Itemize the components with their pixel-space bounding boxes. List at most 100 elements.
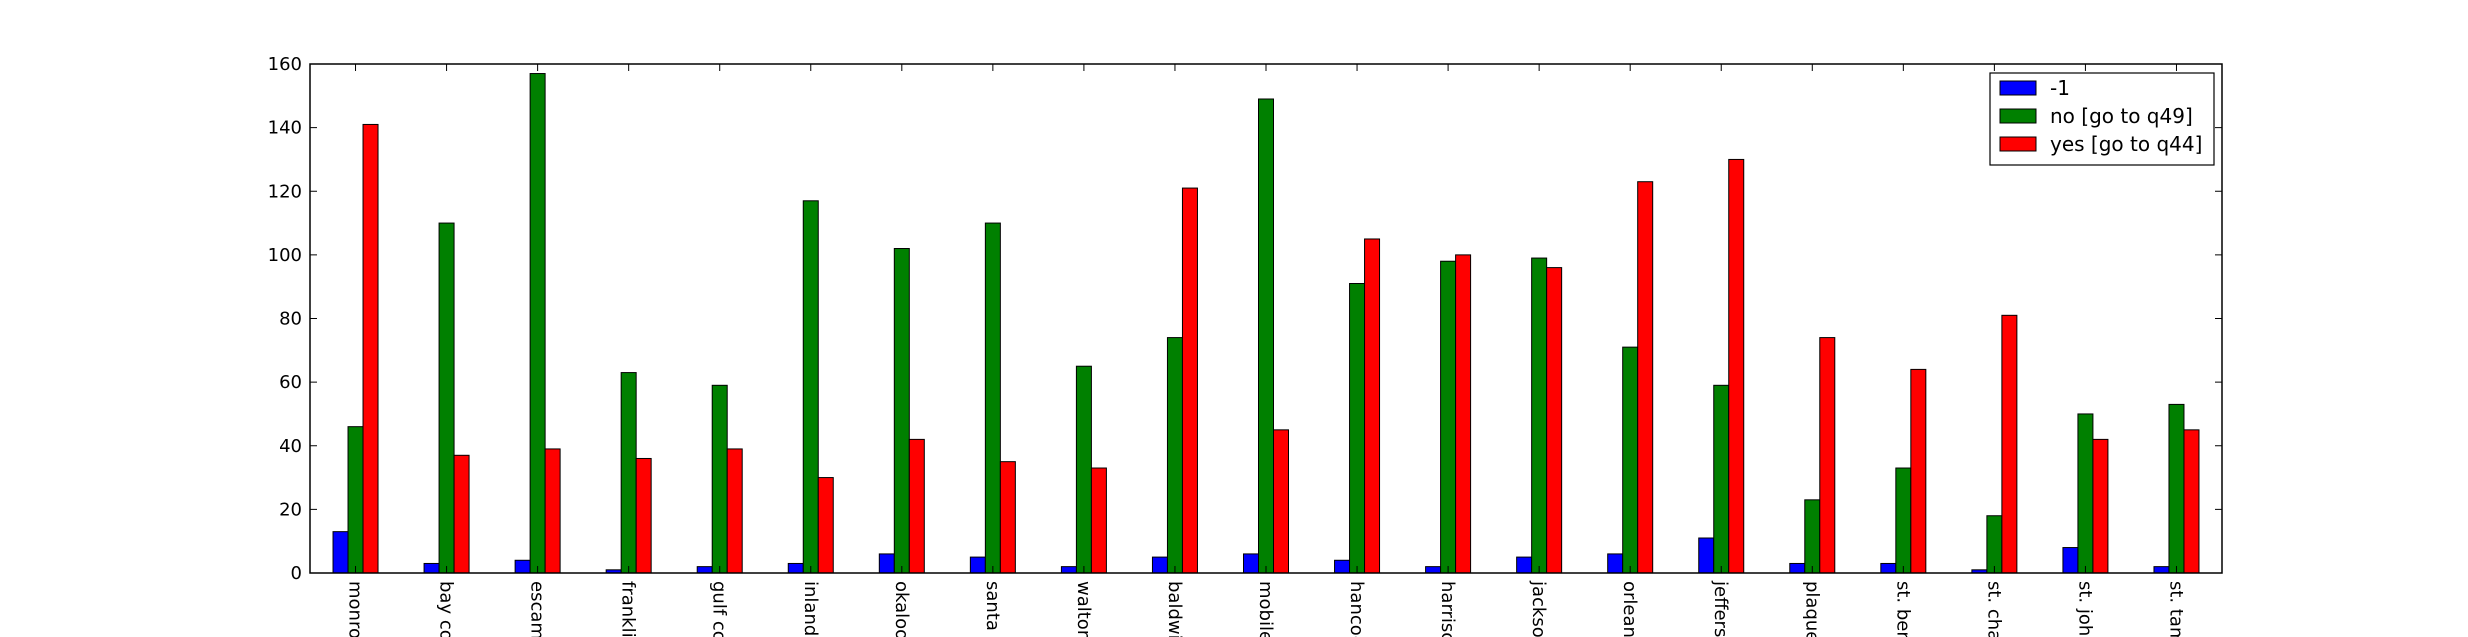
legend: -1 no [go to q49] yes [go to q44] [1989, 72, 2215, 166]
bar-escaml-series-1 [529, 73, 546, 574]
x-tick-label: okaloo [891, 581, 912, 637]
bar-escaml-series-2 [544, 448, 561, 574]
bar-santa-r-series-1 [984, 222, 1001, 574]
y-tick-label: 60 [279, 372, 302, 393]
x-tick-label: st. john [2074, 581, 2095, 637]
bar-franklin-series-1 [620, 372, 637, 574]
bar-monroe-series-1 [347, 426, 364, 574]
bars-layer [332, 73, 2200, 574]
legend-swatch [1999, 136, 2037, 152]
bar-monroe-series-0 [332, 531, 349, 574]
x-tick-label: mobile [1255, 581, 1276, 637]
bar-okaloo-series-0 [878, 553, 895, 574]
y-tick-label: 80 [279, 309, 302, 330]
plot-frame [309, 63, 2223, 574]
y-tick-label: 40 [279, 436, 302, 457]
x-tick-label: baldwi [1164, 581, 1185, 637]
bar-okaloo-series-1 [893, 248, 910, 574]
bar-hancoc-series-1 [1349, 283, 1366, 574]
x-tick-label: orleans [1619, 581, 1640, 637]
bar-harriso-series-2 [1455, 254, 1472, 574]
bar-santa-r-series-2 [999, 461, 1016, 574]
y-tick-label: 100 [268, 245, 302, 266]
bar-bay-co-series-2 [453, 454, 470, 574]
legend-swatch [1999, 108, 2037, 124]
y-tick-label: 120 [268, 181, 302, 202]
x-axis-ticks: monroe bay co escaml franklin gulf co inland o… [345, 64, 2186, 637]
bar-st-tam-series-0 [2153, 566, 2170, 574]
bar-st-ber-series-2 [1910, 368, 1927, 574]
bar-hancoc-series-2 [1364, 238, 1381, 574]
bar-gulf-co-series-2 [726, 448, 743, 574]
bar-hancoc-series-0 [1334, 559, 1351, 574]
bar-orleans-series-0 [1607, 553, 1624, 574]
x-tick-label: harriso [1437, 581, 1458, 637]
bar-walton-series-2 [1090, 467, 1107, 574]
bar-orleans-series-2 [1637, 181, 1654, 574]
x-tick-label: bay co [436, 581, 457, 637]
bar-baldwi-series-2 [1181, 187, 1198, 574]
x-tick-label: st. ber [1892, 581, 1913, 637]
legend-swatch [1999, 80, 2037, 96]
bar-jeffers-series-2 [1728, 158, 1745, 574]
bar-st-tam-series-1 [2168, 403, 2185, 574]
y-axis-ticks: 0 20 40 60 80 100 120 140 160 [268, 54, 2222, 584]
bar-plaque-series-1 [1804, 499, 1821, 574]
y-tick-label: 160 [268, 54, 302, 75]
x-tick-label: st. cha [1983, 581, 2004, 637]
bar-okaloo-series-2 [908, 438, 925, 574]
bar-bay-co-series-1 [438, 222, 455, 574]
x-tick-label: hancoc [1346, 581, 1367, 637]
bar-walton-series-0 [1060, 566, 1077, 574]
bar-gulf-co-series-0 [696, 566, 713, 574]
x-tick-label: inland [800, 581, 821, 636]
bar-inland-series-2 [817, 477, 834, 574]
x-tick-label: monroe [345, 581, 366, 637]
x-tick-label: santa r [982, 581, 1003, 637]
bar-st-cha-series-2 [2001, 314, 2018, 574]
bar-jackso-series-1 [1531, 257, 1548, 574]
bar-mobile-series-1 [1258, 98, 1274, 574]
bar-walton-series-1 [1075, 365, 1092, 574]
bar-plaque-series-2 [1819, 337, 1836, 574]
bar-st-john-series-0 [2062, 547, 2079, 574]
y-tick-label: 0 [291, 563, 302, 584]
legend-label: no [go to q49] [2050, 104, 2193, 128]
x-tick-label: jeffers [1710, 580, 1731, 637]
bar-jackso-series-2 [1546, 267, 1563, 574]
bar-bay-co-series-0 [423, 562, 440, 574]
legend-label: yes [go to q44] [2050, 132, 2202, 156]
bar-mobile-series-0 [1243, 553, 1259, 574]
x-tick-label: escaml [527, 581, 548, 637]
bar-jackso-series-0 [1516, 556, 1533, 574]
bar-harriso-series-1 [1440, 260, 1457, 574]
bar-jeffers-series-1 [1713, 384, 1730, 574]
y-tick-label: 140 [268, 118, 302, 139]
bar-inland-series-0 [787, 562, 804, 574]
bar-st-john-series-1 [2077, 413, 2094, 574]
bar-st-tam-series-2 [2183, 429, 2200, 574]
bar-harriso-series-0 [1425, 566, 1442, 574]
bar-franklin-series-2 [635, 457, 652, 574]
x-tick-label: walton [1073, 581, 1094, 637]
bar-santa-r-series-0 [969, 556, 986, 574]
bar-st-john-series-2 [2092, 438, 2109, 574]
bar-plaque-series-0 [1789, 562, 1806, 574]
bar-inland-series-1 [802, 200, 819, 574]
x-tick-label: plaque [1801, 581, 1822, 637]
bar-st-ber-series-1 [1895, 467, 1912, 574]
x-tick-label: st. tam [2165, 581, 2186, 637]
bar-escaml-series-0 [514, 559, 531, 574]
bar-baldwi-series-0 [1151, 556, 1168, 574]
bar-st-cha-series-1 [1986, 515, 2003, 574]
y-tick-label: 20 [279, 499, 302, 520]
legend-label: -1 [2050, 76, 2070, 100]
bar-monroe-series-2 [362, 123, 379, 574]
x-tick-label: franklin [618, 581, 639, 637]
bar-st-ber-series-0 [1880, 562, 1897, 574]
bar-gulf-co-series-1 [711, 384, 728, 574]
x-tick-label: jackso [1528, 580, 1549, 637]
x-tick-label: gulf co [709, 581, 730, 637]
bar-baldwi-series-1 [1166, 337, 1183, 574]
